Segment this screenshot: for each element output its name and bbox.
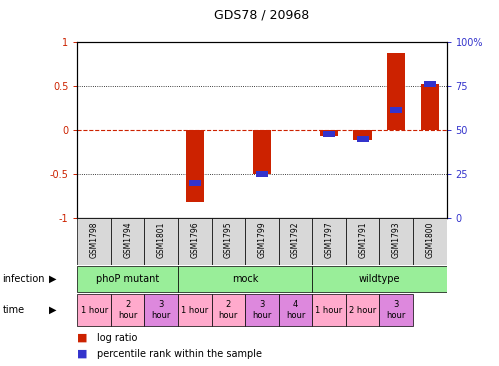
- Bar: [178, 294, 212, 326]
- Text: 3
hour: 3 hour: [252, 300, 271, 320]
- Text: GSM1793: GSM1793: [392, 221, 401, 258]
- Text: 4
hour: 4 hour: [286, 300, 305, 320]
- Bar: [245, 294, 279, 326]
- Text: GSM1795: GSM1795: [224, 221, 233, 258]
- Bar: [178, 266, 312, 292]
- Text: mock: mock: [232, 274, 258, 284]
- Bar: [323, 131, 335, 137]
- Text: GSM1799: GSM1799: [257, 221, 266, 258]
- Text: percentile rank within the sample: percentile rank within the sample: [97, 349, 262, 359]
- Bar: [178, 218, 212, 265]
- Bar: [212, 218, 245, 265]
- Bar: [421, 84, 439, 130]
- Bar: [279, 294, 312, 326]
- Bar: [424, 81, 436, 87]
- Text: GSM1797: GSM1797: [325, 221, 334, 258]
- Bar: [346, 294, 379, 326]
- Bar: [186, 130, 204, 202]
- Text: 2 hour: 2 hour: [349, 306, 376, 315]
- Bar: [312, 218, 346, 265]
- Text: time: time: [2, 305, 24, 315]
- Text: 3
hour: 3 hour: [152, 300, 171, 320]
- Text: 1 hour: 1 hour: [181, 306, 209, 315]
- Bar: [245, 218, 279, 265]
- Bar: [77, 218, 111, 265]
- Bar: [256, 171, 268, 178]
- Bar: [413, 218, 447, 265]
- Bar: [312, 294, 346, 326]
- Text: GSM1794: GSM1794: [123, 221, 132, 258]
- Bar: [387, 53, 406, 130]
- Text: 3
hour: 3 hour: [387, 300, 406, 320]
- Bar: [353, 130, 372, 141]
- Text: GSM1792: GSM1792: [291, 221, 300, 258]
- Text: 1 hour: 1 hour: [80, 306, 108, 315]
- Text: 2
hour: 2 hour: [219, 300, 238, 320]
- Text: 1 hour: 1 hour: [315, 306, 343, 315]
- Text: 2
hour: 2 hour: [118, 300, 137, 320]
- Text: infection: infection: [2, 274, 45, 284]
- Text: GDS78 / 20968: GDS78 / 20968: [215, 9, 309, 22]
- Bar: [212, 294, 245, 326]
- Text: GSM1791: GSM1791: [358, 221, 367, 258]
- Text: GSM1801: GSM1801: [157, 221, 166, 258]
- Bar: [189, 180, 201, 186]
- Text: ▶: ▶: [48, 274, 56, 284]
- Bar: [77, 266, 178, 292]
- Text: ■: ■: [77, 333, 88, 343]
- Text: log ratio: log ratio: [97, 333, 138, 343]
- Text: ▶: ▶: [48, 305, 56, 315]
- Bar: [111, 294, 145, 326]
- Bar: [252, 130, 271, 174]
- Bar: [320, 130, 338, 136]
- Bar: [379, 218, 413, 265]
- Text: phoP mutant: phoP mutant: [96, 274, 159, 284]
- Text: wildtype: wildtype: [359, 274, 400, 284]
- Text: GSM1800: GSM1800: [425, 221, 434, 258]
- Bar: [390, 107, 402, 113]
- Bar: [279, 218, 312, 265]
- Bar: [145, 294, 178, 326]
- Text: ■: ■: [77, 349, 88, 359]
- Bar: [379, 294, 413, 326]
- Text: GSM1796: GSM1796: [190, 221, 199, 258]
- Bar: [346, 218, 379, 265]
- Text: GSM1798: GSM1798: [90, 221, 99, 258]
- Bar: [357, 136, 369, 142]
- Bar: [145, 218, 178, 265]
- Bar: [77, 294, 111, 326]
- Bar: [312, 266, 447, 292]
- Bar: [111, 218, 145, 265]
